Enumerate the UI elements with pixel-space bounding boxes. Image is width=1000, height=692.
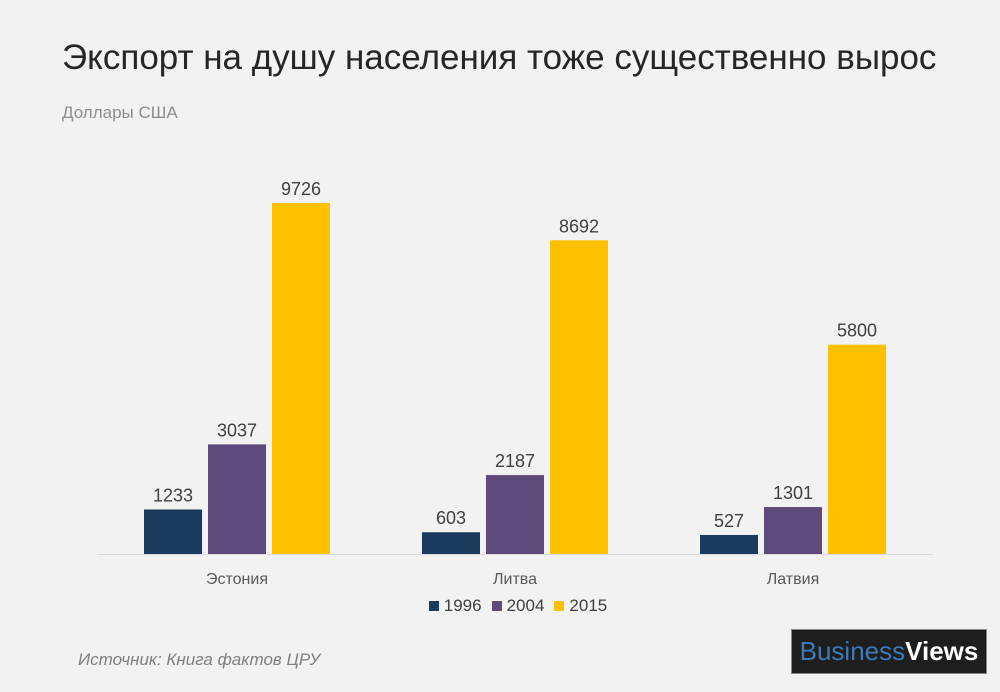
legend: 1996 2004 2015	[0, 596, 1000, 616]
legend-item-2004: 2004	[491, 596, 545, 616]
data-label: 527	[714, 511, 744, 531]
bar-2004-1	[486, 475, 544, 554]
data-label: 603	[436, 508, 466, 528]
x-tick-label: Литва	[493, 571, 537, 588]
bar-2015-1	[550, 240, 608, 554]
legend-item-2015: 2015	[554, 596, 607, 616]
bar-2004-0	[208, 444, 266, 554]
legend-swatch	[491, 601, 502, 611]
source-note: Источник: Книга фактов ЦРУ	[78, 650, 321, 669]
legend-label: 2015	[569, 596, 608, 615]
legend-label: 2004	[506, 596, 545, 615]
legend-label: 1996	[443, 596, 482, 615]
data-label: 8692	[559, 216, 599, 236]
bar-1996-1	[422, 532, 480, 554]
bar-2015-0	[272, 203, 330, 554]
x-tick-label: Эстония	[206, 571, 268, 588]
bar-1996-2	[700, 534, 758, 554]
chart-subtitle: Доллары США	[62, 103, 178, 122]
legend-swatch	[428, 601, 439, 611]
x-tick-label: Латвия	[767, 571, 819, 588]
bar-chart: 1233 3037 9726 Эстония 603 2187 8692 Литва 527 13…	[97, 179, 933, 588]
chart-title: Экспорт на душу населения тоже существен…	[62, 38, 937, 77]
bar-2004-2	[764, 507, 822, 554]
logo-part1: Business	[799, 636, 906, 666]
businessviews-logo: Business Views	[791, 629, 987, 674]
data-label: 1233	[153, 486, 193, 506]
data-label: 2187	[495, 451, 535, 471]
legend-swatch	[554, 601, 565, 611]
data-label: 1301	[773, 483, 813, 503]
data-label: 5800	[837, 321, 877, 341]
legend-item-1996: 1996	[428, 596, 482, 616]
data-label: 9726	[281, 179, 321, 199]
bar-2015-2	[828, 344, 886, 554]
data-label: 3037	[217, 420, 257, 440]
bar-1996-0	[144, 509, 202, 554]
logo-part2: Views	[905, 636, 979, 666]
